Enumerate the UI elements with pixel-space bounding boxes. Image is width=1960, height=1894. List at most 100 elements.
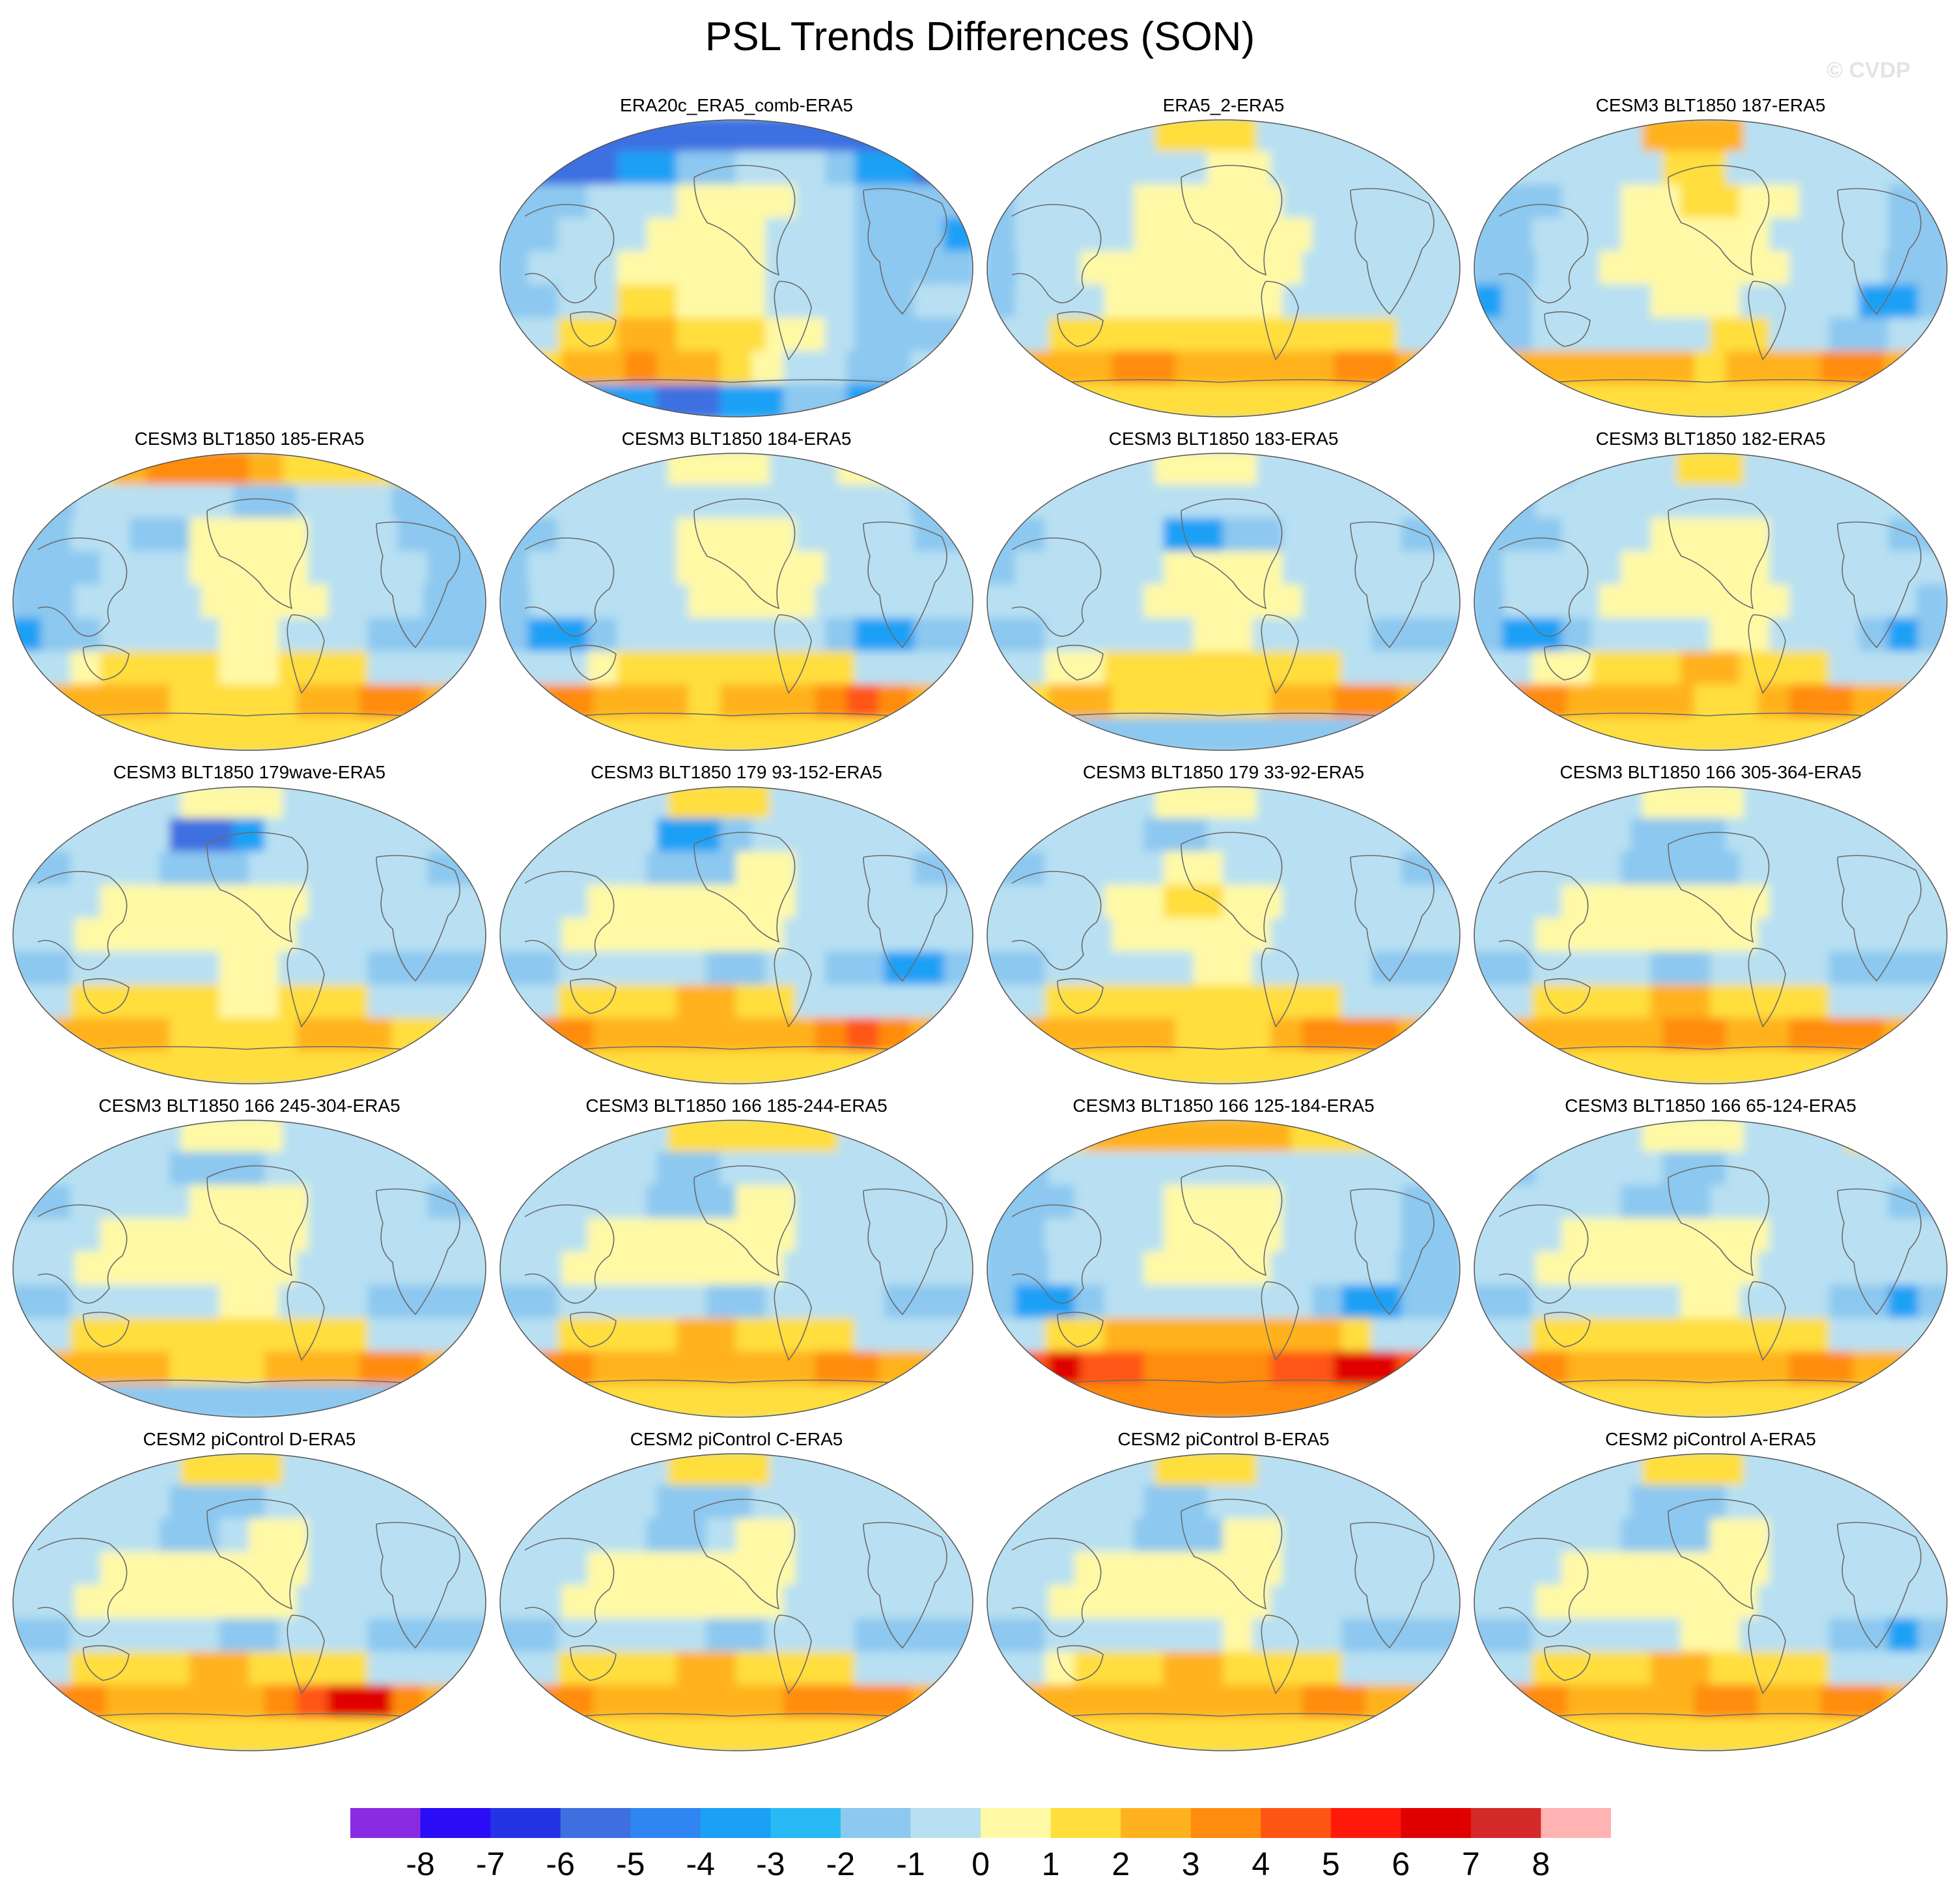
field-cell <box>1916 1251 1947 1286</box>
field-cell <box>391 1717 425 1751</box>
field-cell <box>1207 918 1240 953</box>
field-cell <box>676 1218 708 1253</box>
field-cell <box>824 1618 856 1653</box>
field-cell <box>688 918 721 953</box>
field-cell <box>987 485 1018 520</box>
field-cell <box>878 120 912 153</box>
field-cell <box>1239 1051 1272 1084</box>
field-cell <box>130 884 161 920</box>
field-cell <box>854 1185 886 1220</box>
field-cell <box>1474 684 1505 719</box>
field-cell <box>1163 951 1195 986</box>
field-cell <box>987 918 1018 953</box>
field-cell <box>1778 787 1813 820</box>
field-cell <box>815 918 848 953</box>
field-cell <box>1567 918 1601 953</box>
field-cell <box>1397 317 1431 352</box>
field-cell <box>500 1717 531 1751</box>
field-cell <box>1223 787 1259 820</box>
field-cell <box>1048 251 1082 286</box>
field-cell <box>40 1185 72 1220</box>
field-cell <box>942 717 973 750</box>
field-cell <box>647 1618 678 1653</box>
field-cell <box>308 651 339 686</box>
field-cell <box>367 851 399 886</box>
field-cell <box>944 151 973 186</box>
field-cell <box>587 1518 619 1553</box>
field-cell <box>391 818 425 853</box>
field-cell <box>529 1384 563 1417</box>
field-cell <box>1223 1218 1254 1253</box>
coastlines <box>37 832 460 1053</box>
field-cell <box>1015 1284 1046 1320</box>
field-cell <box>13 787 47 820</box>
field-cell <box>557 1551 589 1587</box>
field-cell <box>500 951 529 986</box>
field-cell <box>751 1585 785 1620</box>
colorbar-swatch <box>1050 1808 1121 1838</box>
field-cell <box>1694 1017 1728 1053</box>
field-cell <box>1858 284 1890 319</box>
field-cell <box>878 1351 912 1386</box>
coastline-path <box>1261 281 1299 361</box>
field-cell <box>397 1318 428 1353</box>
field-cell <box>337 1284 369 1320</box>
field-cell <box>1365 485 1399 520</box>
field-cell <box>106 1152 139 1187</box>
field-cell <box>1207 717 1240 750</box>
field-cell <box>160 1551 191 1587</box>
field-cell <box>1884 1051 1918 1084</box>
field-cell <box>527 1318 559 1353</box>
field-cell <box>987 1717 1018 1751</box>
field-cell <box>219 518 250 553</box>
field-cell <box>219 1518 250 1553</box>
field-cell <box>160 651 191 686</box>
field-cell <box>854 851 886 886</box>
field-cell <box>706 1318 737 1353</box>
field-cell <box>147 1454 182 1487</box>
field-cell <box>1429 717 1460 750</box>
field-cell <box>219 1318 250 1353</box>
coastline-path <box>83 1645 130 1681</box>
colorbar-tick-label: 6 <box>1392 1846 1410 1882</box>
field-cell <box>1334 485 1367 520</box>
field-cell <box>500 1152 531 1187</box>
field-cell <box>1916 1684 1947 1719</box>
field-cell <box>1710 284 1741 319</box>
field-cell <box>1778 1454 1813 1487</box>
field-cell <box>824 884 856 920</box>
field-cell <box>337 1618 369 1653</box>
field-cell <box>423 1251 456 1286</box>
field-cell <box>500 120 531 153</box>
field-cell <box>720 120 753 153</box>
field-cell <box>1769 218 1800 253</box>
field-cell <box>987 350 1018 386</box>
field-cell <box>1535 1351 1569 1386</box>
field-cell <box>1675 453 1711 487</box>
field-cell <box>219 1618 250 1653</box>
field-cell <box>815 584 848 619</box>
field-cell <box>1311 1518 1343 1553</box>
field-cell <box>557 218 589 253</box>
field-cell <box>987 787 1021 820</box>
robinson-map <box>499 786 973 1084</box>
field-cell <box>1918 1551 1947 1587</box>
field-cell <box>617 218 649 253</box>
field-cell <box>1599 151 1632 186</box>
field-cell <box>634 1454 669 1487</box>
field-cell <box>847 1684 880 1719</box>
field-cell <box>824 1518 856 1553</box>
field-cell <box>527 251 559 286</box>
field-cell <box>500 617 529 653</box>
field-cell <box>1429 918 1460 953</box>
field-cell <box>1680 1518 1711 1553</box>
field-cell <box>795 518 826 553</box>
field-cell <box>676 551 708 586</box>
field-cell <box>1739 1185 1771 1220</box>
field-cell <box>1535 485 1569 520</box>
field-cell <box>500 717 531 750</box>
field-cell <box>1175 1251 1209 1286</box>
field-cell <box>418 453 454 487</box>
field-cell <box>1431 951 1460 986</box>
field-cell <box>1401 1218 1433 1253</box>
